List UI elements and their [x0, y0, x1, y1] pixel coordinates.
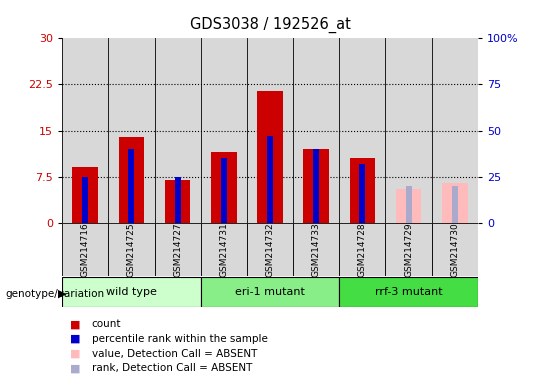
- Bar: [211, 152, 237, 223]
- Bar: [119, 137, 144, 223]
- Text: GSM214730: GSM214730: [450, 222, 460, 277]
- Bar: [293, 223, 339, 276]
- Bar: [62, 223, 109, 276]
- Bar: [339, 38, 386, 223]
- Bar: [247, 223, 293, 276]
- Bar: [431, 38, 478, 223]
- Bar: [247, 38, 293, 223]
- Bar: [303, 149, 329, 223]
- Text: GSM214729: GSM214729: [404, 222, 413, 277]
- Bar: [82, 177, 88, 223]
- Bar: [396, 189, 421, 223]
- Bar: [257, 91, 283, 223]
- Bar: [386, 223, 431, 276]
- Text: ■: ■: [70, 349, 80, 359]
- Text: GSM214733: GSM214733: [312, 222, 321, 277]
- Bar: [201, 223, 247, 276]
- Bar: [109, 223, 154, 276]
- Text: GSM214725: GSM214725: [127, 222, 136, 277]
- Text: ■: ■: [70, 334, 80, 344]
- Text: genotype/variation: genotype/variation: [5, 289, 105, 299]
- Text: ■: ■: [70, 363, 80, 373]
- Bar: [154, 38, 201, 223]
- Bar: [267, 136, 273, 223]
- Bar: [350, 158, 375, 223]
- Text: GDS3038 / 192526_at: GDS3038 / 192526_at: [190, 17, 350, 33]
- Bar: [313, 149, 319, 223]
- Bar: [165, 180, 190, 223]
- Bar: [109, 38, 154, 223]
- Bar: [62, 277, 201, 306]
- Bar: [339, 277, 478, 306]
- Bar: [174, 177, 180, 223]
- Bar: [72, 167, 98, 223]
- Bar: [129, 149, 134, 223]
- Text: wild type: wild type: [106, 287, 157, 297]
- Text: ▶: ▶: [58, 289, 67, 299]
- Text: ■: ■: [70, 319, 80, 329]
- Bar: [293, 38, 339, 223]
- Text: GSM214731: GSM214731: [219, 222, 228, 277]
- Text: count: count: [92, 319, 122, 329]
- Bar: [406, 186, 411, 223]
- Bar: [442, 183, 468, 223]
- Text: eri-1 mutant: eri-1 mutant: [235, 287, 305, 297]
- Bar: [201, 277, 339, 306]
- Text: GSM214728: GSM214728: [358, 222, 367, 277]
- Bar: [452, 186, 458, 223]
- Text: rrf-3 mutant: rrf-3 mutant: [375, 287, 442, 297]
- Bar: [339, 223, 386, 276]
- Bar: [431, 223, 478, 276]
- Text: GSM214727: GSM214727: [173, 222, 182, 277]
- Bar: [62, 38, 109, 223]
- Text: value, Detection Call = ABSENT: value, Detection Call = ABSENT: [92, 349, 257, 359]
- Bar: [386, 38, 431, 223]
- Bar: [360, 164, 366, 223]
- Text: GSM214716: GSM214716: [80, 222, 90, 277]
- Text: GSM214732: GSM214732: [266, 222, 274, 277]
- Bar: [221, 158, 227, 223]
- Text: rank, Detection Call = ABSENT: rank, Detection Call = ABSENT: [92, 363, 252, 373]
- Text: percentile rank within the sample: percentile rank within the sample: [92, 334, 268, 344]
- Bar: [154, 223, 201, 276]
- Bar: [201, 38, 247, 223]
